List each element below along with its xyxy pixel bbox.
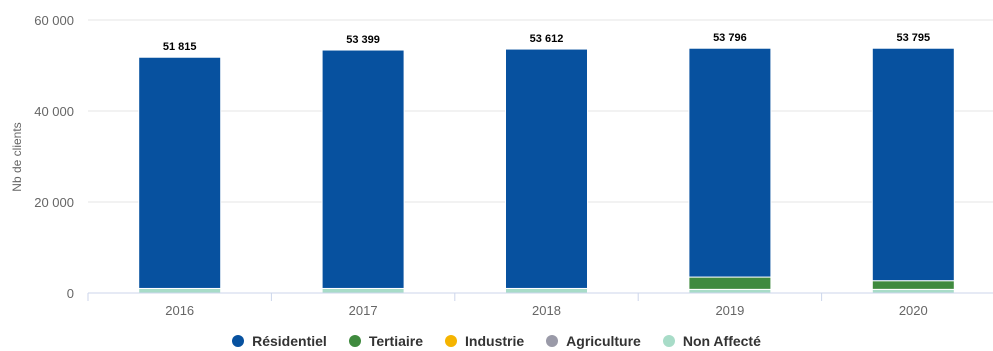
legend-item[interactable]: Agriculture bbox=[546, 333, 641, 349]
bar-segment[interactable] bbox=[321, 287, 405, 294]
y-axis-ticks: 0 20 000 40 000 60 000 bbox=[34, 13, 74, 301]
bar-segment[interactable] bbox=[688, 288, 772, 294]
legend-marker-icon bbox=[232, 335, 245, 347]
bar-segment[interactable] bbox=[321, 49, 405, 289]
bar-segment[interactable] bbox=[505, 287, 588, 294]
bar-stack-2016[interactable] bbox=[138, 56, 222, 294]
bar-stack-2019[interactable] bbox=[688, 47, 772, 294]
legend-item[interactable]: Industrie bbox=[445, 333, 524, 349]
legend-marker-icon bbox=[546, 335, 559, 347]
total-label: 53 399 bbox=[346, 34, 380, 46]
total-label: 53 795 bbox=[896, 32, 930, 44]
y-tick-label: 20 000 bbox=[34, 195, 74, 210]
x-tick-label: 2019 bbox=[715, 303, 744, 318]
bar-segment[interactable] bbox=[138, 56, 222, 289]
bar-segment[interactable] bbox=[138, 287, 222, 294]
x-tick-label: 2017 bbox=[349, 303, 378, 318]
legend-label: Agriculture bbox=[566, 333, 641, 349]
legend-item[interactable]: Non Affecté bbox=[662, 333, 761, 349]
total-label: 51 815 bbox=[163, 41, 197, 53]
x-tick-label: 2020 bbox=[899, 303, 928, 318]
bar-stack-2018[interactable] bbox=[505, 48, 588, 294]
legend: Résidentiel Tertiaire Industrie Agriculture… bbox=[0, 333, 993, 349]
x-tick-label: 2016 bbox=[165, 303, 194, 318]
bar-segment[interactable] bbox=[871, 288, 955, 294]
legend-item[interactable]: Résidentiel bbox=[232, 333, 327, 349]
y-axis-label: Nb de clients bbox=[10, 122, 24, 191]
bar-segment[interactable] bbox=[505, 48, 588, 289]
bar-segment[interactable] bbox=[688, 47, 772, 278]
legend-label: Résidentiel bbox=[252, 333, 327, 349]
total-label: 53 796 bbox=[713, 32, 747, 44]
y-tick-label: 0 bbox=[67, 286, 74, 301]
y-tick-label: 40 000 bbox=[34, 104, 74, 119]
bar-segment[interactable] bbox=[688, 276, 772, 290]
bars bbox=[138, 47, 955, 294]
legend-marker-icon bbox=[445, 335, 458, 347]
y-tick-label: 60 000 bbox=[34, 13, 74, 28]
bar-stack-2020[interactable] bbox=[871, 47, 955, 294]
x-tick-label: 2018 bbox=[532, 303, 561, 318]
legend-label: Tertiaire bbox=[368, 333, 424, 349]
bar-segment[interactable] bbox=[871, 47, 955, 282]
data-labels: 51 815 53 399 53 612 53 796 53 795 bbox=[163, 32, 930, 53]
legend-label: Non Affecté bbox=[682, 333, 761, 349]
legend-marker-icon bbox=[348, 335, 361, 347]
x-axis-ticks: 2016 2017 2018 2019 2020 bbox=[87, 293, 928, 318]
total-label: 53 612 bbox=[530, 33, 564, 45]
legend-label: Industrie bbox=[465, 333, 525, 349]
bar-stack-2017[interactable] bbox=[321, 49, 405, 294]
legend-item[interactable]: Tertiaire bbox=[348, 333, 424, 349]
legend-marker-icon bbox=[662, 335, 675, 347]
bar-segment[interactable] bbox=[871, 280, 955, 290]
